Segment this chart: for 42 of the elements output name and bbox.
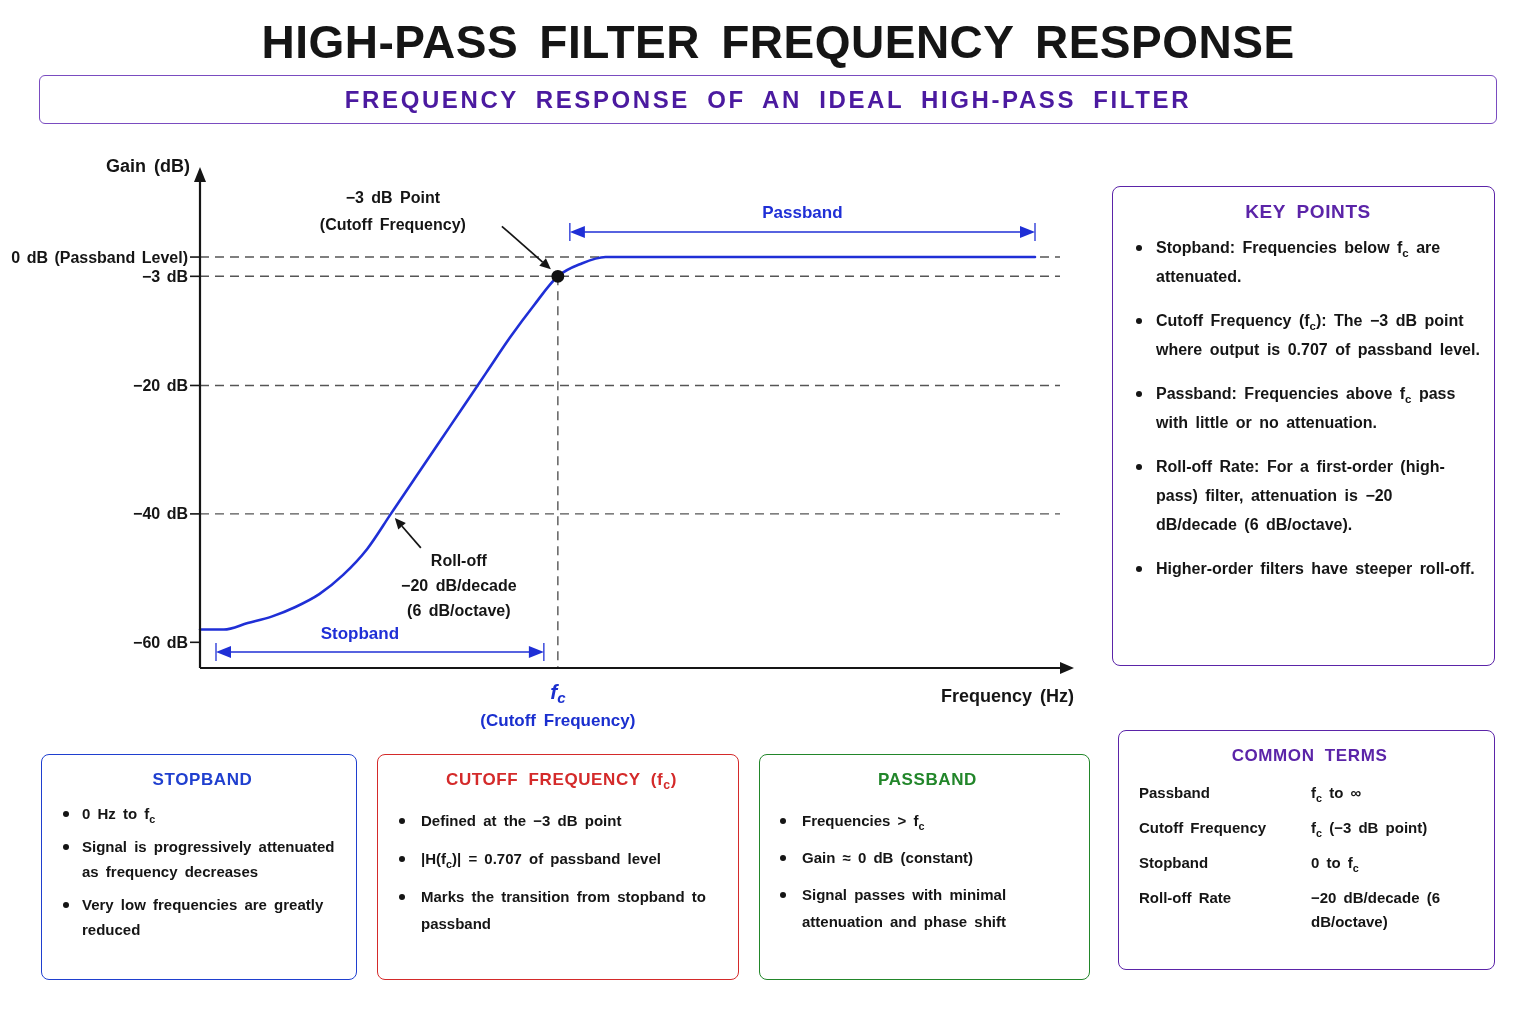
text: f$_{c}$ (−3 dB point) [1311, 818, 1429, 840]
text: Defined at the −3 dB point [421, 811, 622, 831]
text: |H(f$_{c}$)| = 0.707 of passband level [421, 849, 661, 872]
text: COMMON TERMS [1230, 745, 1389, 767]
text: (Cutoff Frequency) [480, 711, 636, 730]
category-label: Passband [1139, 783, 1211, 803]
text: Roll-off Rate: For a first-order (high-pass) filter, attenuation is −20 dB/decade (6 dB/octave). [1156, 457, 1446, 535]
text: Stopband: Frequencies below f$_{c}$ are attenuated. [1156, 239, 1441, 285]
chart-title: HIGH-PASS FILTER FREQUENCY RESPONSE [260, 15, 1296, 70]
text: CUTOFF FREQUENCY (f$_{c}$) [445, 769, 678, 793]
category-label: Roll-off Rate [1139, 888, 1233, 908]
category-label: Stopband [1139, 853, 1210, 873]
text: 0 Hz to f$_{c}$ [82, 804, 156, 826]
y-tick-label: −20 dB [133, 377, 188, 395]
text: Frequencies > f$_{c}$ [802, 811, 925, 834]
text: Signal is progressively attenuated as frequency decreases [82, 837, 336, 882]
text: Gain ≈ 0 dB (constant) [802, 848, 974, 868]
category-label: Cutoff Frequency [1139, 818, 1268, 838]
text: STOPBAND [151, 769, 254, 791]
y-axis-title: Gain (dB) [106, 156, 190, 176]
y-tick-label: 0 dB (Passband Level) [11, 248, 188, 266]
text: Cutoff Frequency (f$_{c}$): The −3 dB point where output is 0.707 of passband level. [1156, 311, 1480, 360]
text: Higher-order filters have steeper roll-off. [1156, 559, 1475, 579]
text: Very low frequencies are greatly reduced [82, 895, 325, 940]
x-tick-label: f$_{c}$ [550, 680, 567, 706]
y-tick-label: −60 dB [133, 633, 188, 651]
text: −20 dB/decade (6 dB/octave) [1311, 888, 1441, 932]
text: Signal passes with minimal attenuation and phase shift [802, 885, 1008, 932]
chart-subtitle: FREQUENCY RESPONSE OF AN IDEAL HIGH-PASS FILTER [344, 85, 1192, 114]
text: KEY POINTS [1244, 200, 1372, 224]
text: f$_{c}$ to ∞ [1311, 783, 1363, 805]
text: Marks the transition from stopband to passband [421, 887, 707, 934]
annotation: Stopband [320, 624, 400, 643]
y-tick-label: −3 dB [141, 267, 188, 285]
annotation: Passband [762, 203, 843, 223]
annotation: Roll-off −20 dB/decade (6 dB/octave) [401, 551, 517, 619]
text: Passband: Frequencies above f$_{c}$ pass with little or no attenuation. [1156, 385, 1456, 431]
text: PASSBAND [877, 769, 978, 791]
annotation: −3 dB Point (Cutoff Frequency) [319, 189, 466, 234]
x-axis-title: Frequency (Hz) [940, 686, 1074, 706]
text: 0 to f$_{c}$ [1311, 853, 1360, 875]
y-tick-label: −40 dB [133, 505, 188, 523]
